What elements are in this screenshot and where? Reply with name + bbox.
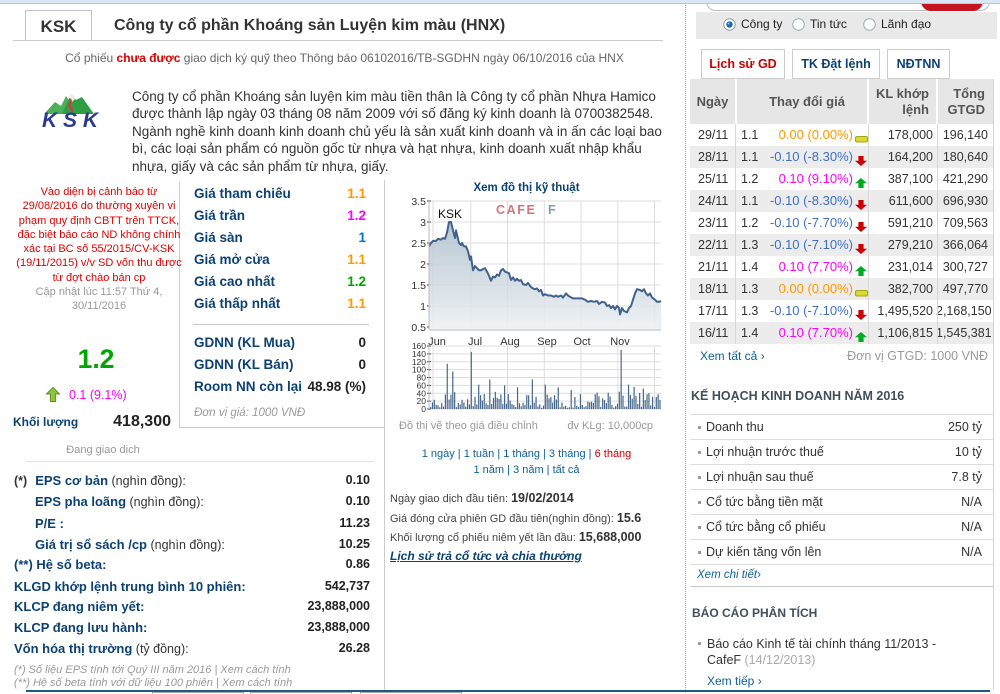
svg-text:2.5: 2.5	[411, 238, 426, 250]
svg-text:120: 120	[412, 357, 426, 367]
svg-text:60: 60	[417, 380, 427, 390]
svg-text:KSK: KSK	[42, 109, 100, 129]
svg-text:Aug: Aug	[500, 336, 520, 348]
svg-text:Jun: Jun	[428, 336, 446, 348]
svg-text:3.5: 3.5	[411, 196, 426, 208]
svg-text:0.5: 0.5	[411, 322, 426, 334]
svg-text:140: 140	[412, 349, 426, 359]
svg-text:1.5: 1.5	[411, 280, 426, 292]
svg-text:160: 160	[412, 341, 426, 351]
svg-text:Sep: Sep	[537, 336, 557, 348]
svg-text:20: 20	[417, 396, 427, 406]
svg-text:Nov: Nov	[610, 336, 630, 348]
svg-text:100: 100	[412, 365, 426, 375]
svg-text:0: 0	[421, 404, 426, 414]
svg-text:KSK: KSK	[438, 207, 462, 221]
svg-text:F: F	[548, 203, 556, 217]
svg-text:3: 3	[420, 217, 426, 229]
svg-text:CAFE: CAFE	[496, 203, 536, 217]
svg-text:2: 2	[420, 259, 426, 271]
svg-text:1: 1	[420, 301, 426, 313]
svg-text:Jul: Jul	[468, 336, 482, 348]
svg-text:40: 40	[417, 388, 427, 398]
svg-text:Oct: Oct	[573, 336, 590, 348]
svg-text:80: 80	[417, 373, 427, 383]
